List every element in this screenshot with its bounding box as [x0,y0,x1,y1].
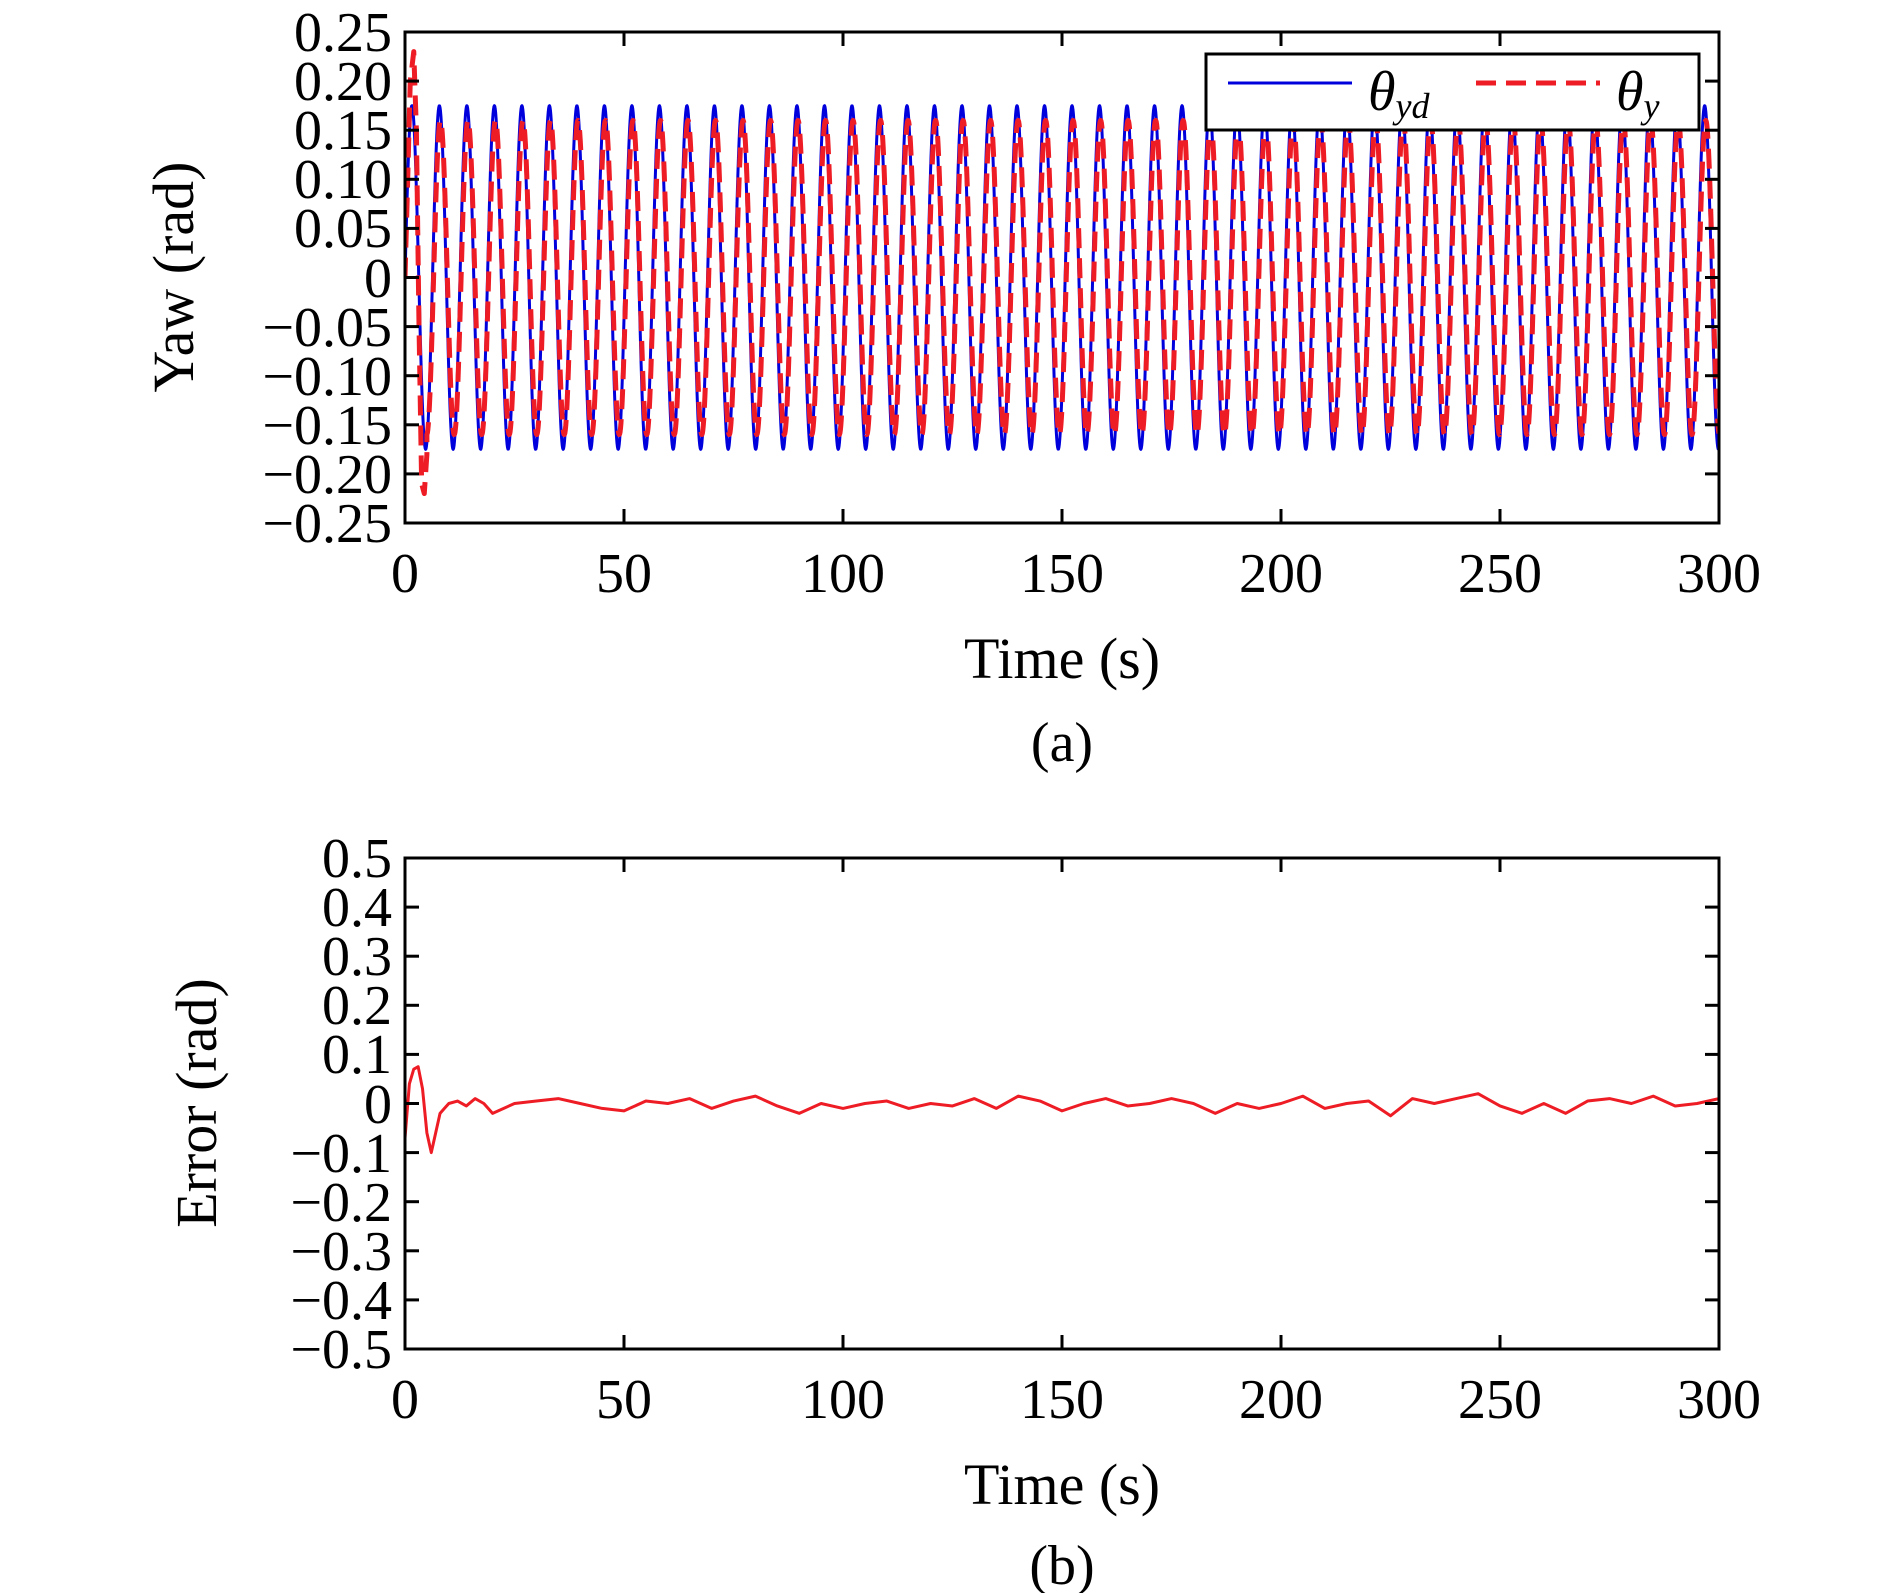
legend-a: θyd θy [1204,52,1701,132]
y-tick-label: −0.20 [262,444,392,506]
y-tick-label: 0.20 [294,51,392,113]
x-tick-label: 0 [391,543,419,605]
caption-a: (a) [1031,712,1093,774]
y-tick-label: −0.25 [262,493,392,555]
ticks-a [403,30,1721,525]
y-tick-label: 0.2 [322,975,392,1037]
y-tick-label: −0.15 [262,395,392,457]
y-tick-label: −0.3 [290,1221,392,1283]
x-tick-label: 100 [801,543,885,605]
y-tick-label: 0.3 [322,926,392,988]
y-tick-label: 0.5 [322,828,392,890]
x-tick-label: 0 [391,1369,419,1431]
series-layer-b [405,1065,1719,1155]
y-tick-label: 0.15 [294,100,392,162]
x-tick-label: 300 [1677,543,1761,605]
panel-a: 0.25 0.20 0.15 0.10 0.05 0 −0.05 −0.10 −… [141,2,1761,774]
x-tick-label: 150 [1020,1369,1104,1431]
ticks-b [403,856,1721,1351]
y-tick-label: −0.4 [290,1270,392,1332]
y-axis-title-a: Yaw (rad) [141,162,206,393]
panel-b: 0.5 0.4 0.3 0.2 0.1 0 −0.1 −0.2 −0.3 −0.… [164,828,1761,1593]
x-tick-label: 250 [1458,1369,1542,1431]
y-tick-label: 0.10 [294,149,392,211]
y-tick-labels-a: 0.25 0.20 0.15 0.10 0.05 0 −0.05 −0.10 −… [262,2,392,555]
y-tick-label: −0.10 [262,346,392,408]
y-tick-label: 0.25 [294,2,392,64]
y-tick-label: 0.4 [322,877,392,939]
y-tick-label: 0 [364,1074,392,1136]
legend-box [1204,52,1701,132]
x-tick-label: 200 [1239,1369,1323,1431]
legend-label-theta-yd: θyd [1368,61,1430,126]
y-tick-label: −0.2 [290,1172,392,1234]
series-line-b-0 [405,1065,1719,1155]
x-tick-labels-b: 0 50 100 150 200 250 300 [391,1369,1761,1431]
caption-b: (b) [1029,1535,1094,1593]
y-tick-label: −0.5 [290,1319,392,1381]
x-tick-label: 300 [1677,1369,1761,1431]
x-axis-title-b: Time (s) [964,1452,1160,1517]
x-tick-label: 150 [1020,543,1104,605]
legend-label-theta-y: θy [1616,61,1660,126]
y-tick-label: −0.1 [290,1123,392,1185]
y-tick-label: 0.1 [322,1024,392,1086]
x-axis-title-a: Time (s) [964,626,1160,691]
series-layer-a [405,49,1719,497]
x-tick-label: 100 [801,1369,885,1431]
x-tick-labels-a: 0 50 100 150 200 250 300 [391,543,1761,605]
y-tick-label: −0.05 [262,297,392,359]
x-tick-label: 50 [596,543,652,605]
series-line-theta-y [405,49,1719,497]
y-tick-label: 0.05 [294,198,392,260]
y-tick-labels-b: 0.5 0.4 0.3 0.2 0.1 0 −0.1 −0.2 −0.3 −0.… [290,828,392,1381]
y-tick-label: 0 [364,248,392,310]
x-tick-label: 50 [596,1369,652,1431]
x-tick-label: 250 [1458,543,1542,605]
x-tick-label: 200 [1239,543,1323,605]
plot-area-b [405,858,1719,1349]
y-axis-title-b: Error (rad) [164,978,229,1228]
